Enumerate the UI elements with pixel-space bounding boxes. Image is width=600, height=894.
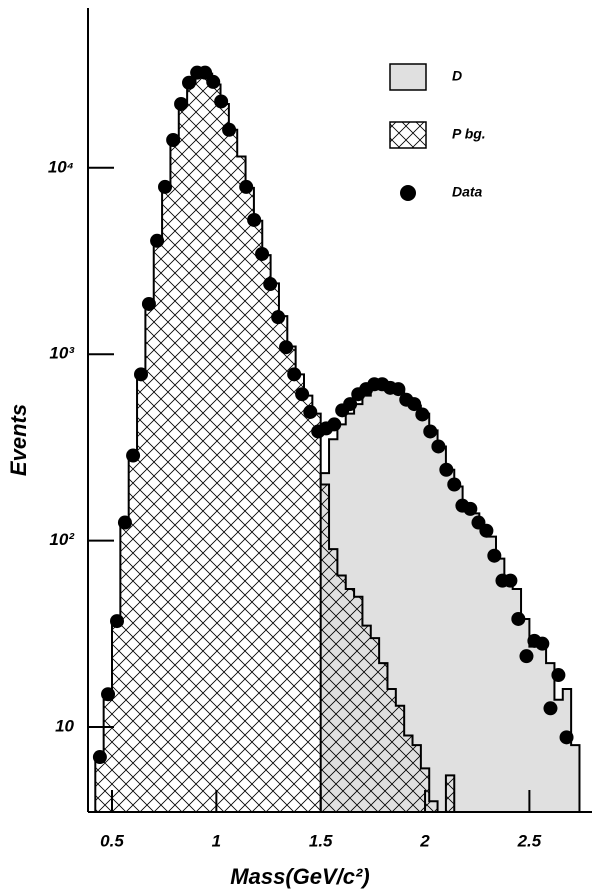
data-point <box>206 74 221 89</box>
x-axis-label: Mass(GeV/c²) <box>230 864 369 889</box>
legend-label: Data <box>452 184 483 200</box>
y-tick-label: 10 <box>55 716 74 735</box>
data-point <box>110 614 125 629</box>
data-point <box>239 179 254 194</box>
data-point <box>198 65 213 80</box>
data-point <box>439 462 454 477</box>
data-point <box>263 277 278 292</box>
legend-label: D <box>452 68 462 84</box>
y-tick-label: 10² <box>49 530 75 549</box>
data-point <box>126 448 141 463</box>
y-tick-label: 10³ <box>49 344 75 363</box>
data-point <box>327 417 342 432</box>
data-point <box>447 477 462 492</box>
legend-swatch <box>389 63 427 91</box>
data-point <box>295 387 310 402</box>
y-axis-label: Events <box>6 404 31 476</box>
data-point <box>463 501 478 516</box>
data-point <box>166 132 181 147</box>
legend-swatch <box>389 121 427 149</box>
data-point <box>271 310 286 325</box>
data-point <box>134 367 149 382</box>
data-point <box>479 523 494 538</box>
data-point <box>303 404 318 419</box>
data-point <box>551 668 566 683</box>
data-point <box>391 382 406 397</box>
data-point <box>255 246 270 261</box>
data-point <box>487 548 502 563</box>
histogram <box>444 774 456 812</box>
data-point <box>423 424 438 439</box>
data-point <box>101 687 116 702</box>
data-point <box>214 94 229 109</box>
x-tick-label: 1 <box>212 831 221 850</box>
data-point <box>222 122 237 137</box>
data-point <box>174 96 189 111</box>
data-point <box>543 701 558 716</box>
data-point <box>343 397 358 412</box>
data-point <box>535 636 550 651</box>
data-point <box>92 750 107 765</box>
x-tick-label: 0.5 <box>100 831 124 850</box>
data-point <box>117 515 132 530</box>
legend-label: P bg. <box>452 126 486 142</box>
x-tick-label: 1.5 <box>309 831 333 850</box>
data-point <box>431 439 446 454</box>
data-point <box>158 179 173 194</box>
data-point <box>519 649 534 664</box>
data-point <box>247 212 262 227</box>
data-point <box>511 611 526 626</box>
data-point <box>559 730 574 745</box>
legend-swatch <box>400 185 416 201</box>
data-point <box>407 397 422 412</box>
data-point <box>279 340 294 355</box>
data-point <box>182 75 197 90</box>
plot-area <box>92 65 581 812</box>
data-point <box>415 407 430 422</box>
y-tick-label: 10⁴ <box>48 157 74 176</box>
x-tick-label: 2.5 <box>517 831 542 850</box>
data-point <box>141 296 156 311</box>
data-point <box>287 367 302 382</box>
x-tick-label: 2 <box>419 831 430 850</box>
data-point <box>150 233 165 248</box>
data-point <box>503 573 518 588</box>
